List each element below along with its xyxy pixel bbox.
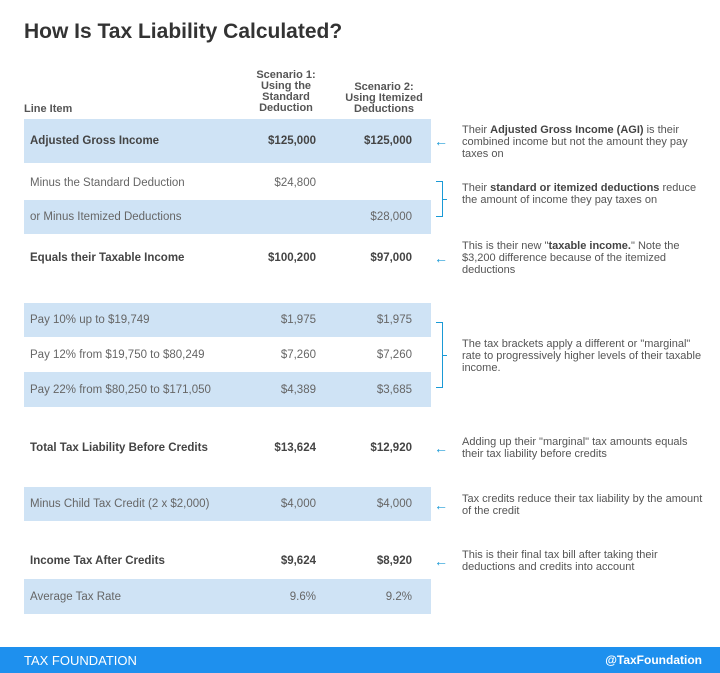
row-label: Total Tax Liability Before Credits [30,442,208,454]
arrow-left-icon: ← [434,497,448,513]
arrow-left-icon: ← [434,133,448,149]
row-label: Pay 22% from $80,250 to $171,050 [30,383,211,396]
scenario2-value: $125,000 [364,135,412,147]
scenario2-value: $28,000 [370,211,412,223]
row-label: Adjusted Gross Income [30,135,160,147]
arrow-left-icon: ← [434,250,448,266]
table-row: Pay 12% from $19,750 to $80,249 $7,260 $7,… [24,337,431,372]
row-label: Pay 12% from $19,750 to $80,249 [30,348,205,361]
note-final: This is their final tax bill after takin… [462,549,658,573]
scenario1-value: $24,800 [274,177,316,189]
social-handle[interactable]: @TaxFoundation [605,653,702,667]
header-text: Scenario 2: [354,81,414,93]
note-agi: Their Adjusted Gross Income (AGI) is the… [462,124,707,160]
scenario1-value: $9,624 [280,555,316,567]
note-text: is their combined income but not the amo… [462,124,688,160]
header-scenario-1: Scenario 1: Using the Standard Deduction [248,70,324,114]
table-row: Minus the Standard Deduction $24,800 [24,169,431,197]
scenario2-value: $1,975 [376,314,412,326]
row-label: Minus Child Tax Credit (2 x $2,000) [30,498,210,510]
scenario1-value: 9.6% [289,590,316,603]
scenario2-value: $4,000 [376,498,412,510]
note-bold: standard or itemized deductions [490,182,660,194]
header-text: Deductions [354,103,414,115]
scenario1-value: $7,260 [280,348,316,361]
header-line-item: Line Item [24,103,73,115]
table-row: Average Tax Rate 9.6% 9.2% [24,579,431,614]
bracket-icon [436,181,447,217]
note-total: Adding up their "marginal" tax amounts e… [462,436,688,460]
table-row: or Minus Itemized Deductions $28,000 [24,200,431,234]
scenario2-value: $97,000 [370,252,412,264]
arrow-left-icon: ← [434,553,448,569]
note-brackets: The tax brackets apply a different or "m… [462,338,702,374]
scenario1-value: $125,000 [268,135,316,147]
note-credits: Tax credits reduce their tax liability b… [462,493,703,517]
scenario2-value: $12,920 [370,442,412,454]
bracket-icon [436,322,447,388]
footer: TAX FOUNDATION @TaxFoundation [0,647,720,673]
scenario1-value: $4,389 [280,383,316,396]
arrow-left-icon: ← [434,440,448,456]
note-text: Their [462,124,491,136]
note-text: " Note the $3,200 difference because of … [462,240,680,276]
table-row: Income Tax After Credits $9,624 $8,920 [24,544,431,578]
scenario2-value: $7,260 [376,348,412,361]
note-text: This is their new " [462,240,549,252]
row-label: Average Tax Rate [30,590,121,603]
scenario1-value: $100,200 [268,252,316,264]
note-taxable: This is their new "taxable income." Note… [462,240,707,276]
header-scenario-2: Scenario 2: Using Itemized Deductions [336,82,432,115]
note-text: reduce the amount of income they pay tax… [462,182,697,206]
header-text: Using Itemized [345,92,423,104]
table-row: Total Tax Liability Before Credits $13,62… [24,430,431,466]
scenario2-value: 9.2% [385,590,412,603]
note-deductions: Their standard or itemized deductions re… [462,182,707,206]
scenario1-value: $13,624 [274,442,316,454]
header-text: Using the [260,80,312,92]
scenario1-value: $4,000 [280,498,316,510]
scenario1-value: $1,975 [280,314,316,326]
brand-logo: TAX FOUNDATION [24,653,137,668]
table-row: Pay 10% up to $19,749 $1,975 $1,975 [24,303,431,337]
row-label: Pay 10% up to $19,749 [30,314,150,326]
note-bold: Adjusted Gross Income (AGI) [490,124,644,136]
row-label: Minus the Standard Deduction [30,177,185,189]
table-row: Equals their Taxable Income $100,200 $97,0… [24,240,431,276]
table-row: Pay 22% from $80,250 to $171,050 $4,389 $3… [24,372,431,407]
table-row: Minus Child Tax Credit (2 x $2,000) $4,00… [24,487,431,521]
note-bold: taxable income. [548,240,631,252]
table-row: Adjusted Gross Income $125,000 $125,000 [24,119,431,163]
header-text: Standard [262,91,310,103]
header-text: Deduction [259,102,313,114]
row-label: Equals their Taxable Income [30,252,185,264]
note-text: Their [462,182,491,194]
row-label: Income Tax After Credits [30,555,165,567]
scenario2-value: $3,685 [376,383,412,396]
header-text: Scenario 1: [256,69,316,81]
scenario2-value: $8,920 [376,555,412,567]
row-label: or Minus Itemized Deductions [30,211,182,223]
page-title: How Is Tax Liability Calculated? [24,20,343,43]
